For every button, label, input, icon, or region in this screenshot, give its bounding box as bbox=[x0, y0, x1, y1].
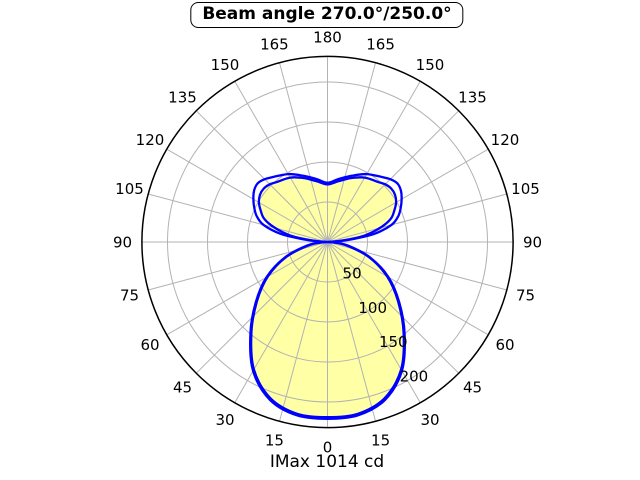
imax-label: IMax 1014 cd bbox=[269, 452, 385, 472]
angle-tick-label: 45 bbox=[173, 378, 192, 396]
r-grid-circle bbox=[287, 201, 368, 283]
angle-grid-line bbox=[327, 62, 376, 243]
angle-grid-line bbox=[327, 148, 489, 243]
angle-grid-line bbox=[327, 241, 421, 403]
angle-tick-label: 135 bbox=[458, 88, 487, 106]
angle-tick-label: 15 bbox=[371, 431, 390, 449]
angle-tick-label: 150 bbox=[416, 56, 445, 74]
angle-tick-label: 150 bbox=[211, 56, 240, 74]
r-tick-label: 200 bbox=[400, 367, 429, 385]
series1-curve bbox=[248, 172, 407, 420]
r-tick-label: 100 bbox=[358, 299, 387, 317]
angle-grid-line bbox=[327, 241, 460, 374]
angle-tick-label: 30 bbox=[420, 411, 439, 429]
angle-tick-label: 90 bbox=[113, 233, 132, 251]
angle-grid-line bbox=[327, 193, 507, 243]
angle-tick-label: 165 bbox=[260, 35, 289, 53]
angle-grid-line bbox=[327, 241, 489, 336]
angle-tick-label: 135 bbox=[168, 88, 197, 106]
angle-tick-label: 105 bbox=[511, 180, 540, 198]
angle-grid-line bbox=[279, 62, 328, 243]
r-grid-circle bbox=[207, 121, 448, 363]
angle-grid-line bbox=[234, 241, 328, 403]
polar-outer-circle bbox=[141, 55, 514, 429]
angle-grid-line bbox=[327, 110, 460, 243]
angle-tick-label: 120 bbox=[491, 131, 520, 149]
angle-tick-label: 60 bbox=[495, 336, 514, 354]
angle-tick-label: 30 bbox=[215, 411, 234, 429]
r-grid-circle bbox=[167, 81, 488, 403]
angle-tick-label: 165 bbox=[366, 35, 395, 53]
angle-tick-label: 180 bbox=[313, 28, 342, 46]
angle-grid-line bbox=[195, 110, 328, 243]
angle-grid-line bbox=[148, 193, 328, 243]
angle-grid-line bbox=[195, 241, 328, 374]
angle-tick-label: 45 bbox=[463, 378, 482, 396]
angle-tick-label: 75 bbox=[516, 286, 535, 304]
angle-tick-label: 90 bbox=[523, 233, 542, 251]
r-tick-label: 150 bbox=[379, 333, 408, 351]
chart-title: Beam angle 270.0°/250.0° bbox=[190, 2, 464, 28]
angle-tick-label: 0 bbox=[323, 438, 333, 456]
angle-tick-label: 75 bbox=[120, 286, 139, 304]
angle-tick-label: 105 bbox=[115, 180, 144, 198]
angle-grid-line bbox=[327, 241, 376, 422]
angle-grid-line bbox=[166, 241, 328, 336]
r-grid-circle bbox=[247, 161, 408, 323]
r-tick-label: 50 bbox=[343, 265, 362, 283]
angle-grid-line bbox=[327, 81, 421, 243]
angle-tick-label: 60 bbox=[140, 336, 159, 354]
angle-grid-line bbox=[279, 241, 328, 422]
angle-grid-line bbox=[166, 148, 328, 243]
angle-tick-label: 15 bbox=[265, 431, 284, 449]
angle-tick-label: 120 bbox=[136, 131, 165, 149]
angle-grid-line bbox=[234, 81, 328, 243]
